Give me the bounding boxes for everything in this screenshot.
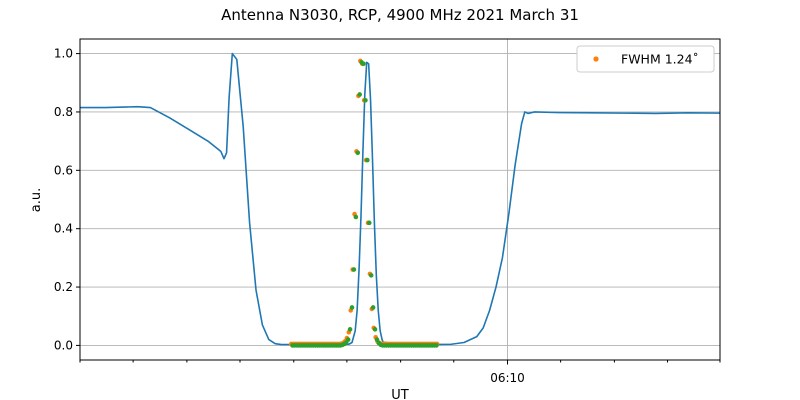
series-line-group — [80, 52, 721, 346]
data-point-green — [372, 327, 378, 332]
y-tick-label: 0.8 — [54, 105, 73, 119]
data-point-green — [351, 267, 357, 272]
data-point-green — [357, 92, 362, 97]
y-tick-label: 0.2 — [54, 280, 73, 294]
legend: FWHM 1.24˚ — [576, 45, 715, 73]
legend-label: FWHM 1.24˚ — [621, 52, 699, 67]
data-point-green — [374, 337, 380, 342]
legend-box — [576, 45, 715, 73]
series-points-group — [288, 58, 440, 348]
data-point-green — [349, 305, 355, 310]
y-tick-label: 1.0 — [54, 47, 73, 61]
axis-ticks: 0.0 0.2 0.4 0.6 0.8 1.0 06:10 — [54, 47, 721, 385]
y-tick-label: 0.6 — [54, 163, 73, 177]
plot-frame — [79, 38, 721, 361]
legend-marker — [593, 56, 599, 62]
data-point-green — [361, 61, 366, 67]
data-point-green — [370, 305, 376, 310]
data-point-green — [434, 343, 439, 348]
data-point-green — [345, 337, 351, 342]
x-tick-label: 06:10 — [490, 371, 525, 385]
data-point-green — [365, 157, 370, 163]
y-tick-label: 0.0 — [54, 338, 73, 352]
data-point-green — [353, 214, 359, 220]
x-axis-label: UT — [391, 388, 409, 400]
data-point-green — [363, 97, 368, 103]
data-point-green — [347, 327, 353, 332]
series-line — [80, 52, 721, 346]
data-point-green — [368, 273, 374, 278]
data-point-green — [355, 150, 361, 156]
chart-title: Antenna N3030, RCP, 4900 MHz 2021 March … — [221, 6, 579, 24]
data-point-green — [366, 220, 372, 226]
y-tick-label: 0.4 — [54, 222, 73, 236]
y-axis-label: a.u. — [29, 188, 44, 212]
